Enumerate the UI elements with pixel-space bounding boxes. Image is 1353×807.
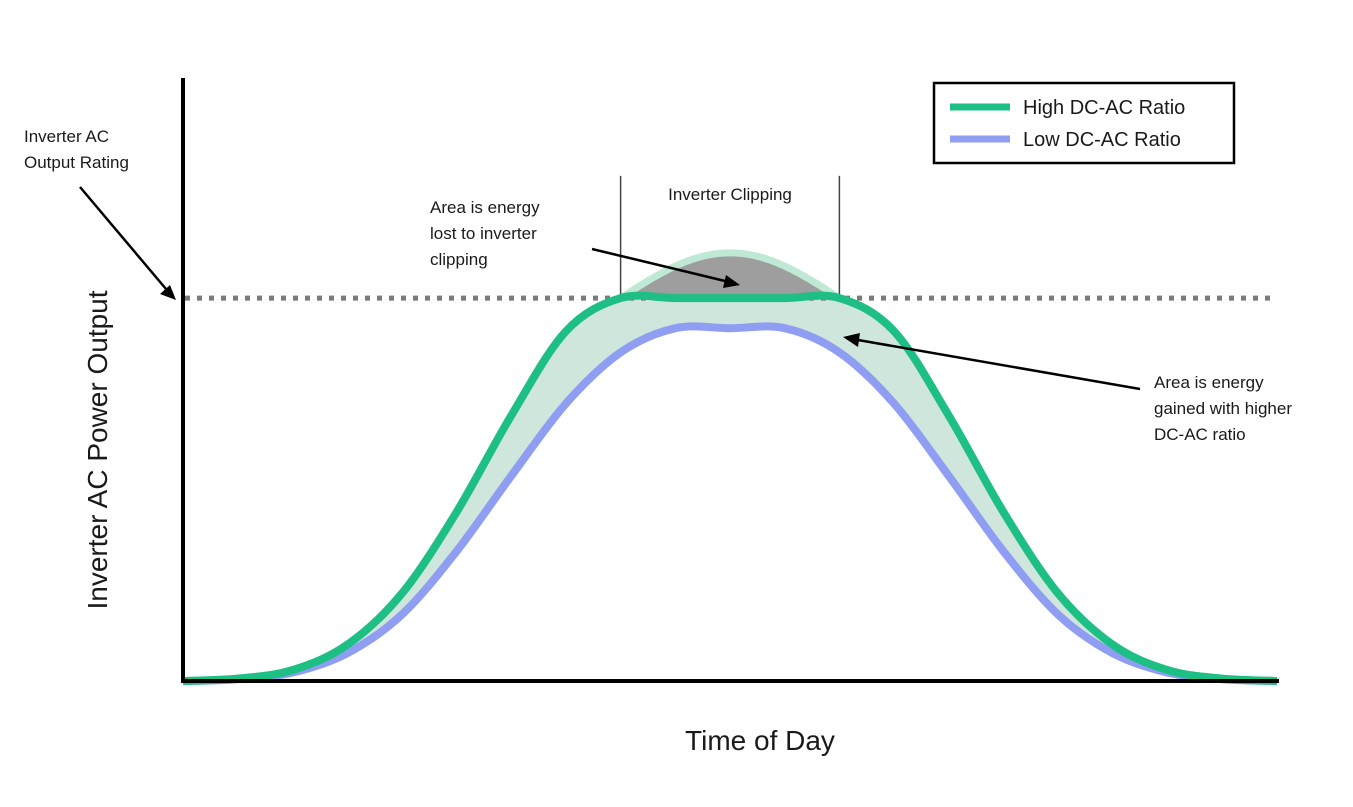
lost-arrow-head — [723, 275, 740, 288]
legend-label-high: High DC-AC Ratio — [1023, 97, 1185, 119]
clipping-label: Inverter Clipping — [668, 185, 792, 204]
legend-box — [932, 81, 1236, 165]
gained-arrow-shaft — [857, 338, 1141, 391]
lost-area — [620, 252, 840, 299]
gained-arrow-head — [843, 333, 860, 347]
y-axis-title: Inverter AC Power Output — [82, 290, 113, 609]
gained-annotation-line: gained with higher — [1154, 399, 1292, 418]
rating-annotation-line: Output Rating — [24, 153, 129, 172]
rating-arrow-shaft — [79, 186, 167, 290]
series-line-low — [182, 322, 1278, 685]
lost-arrow-shaft — [591, 247, 726, 283]
lost-annotation-line: lost to inverter — [430, 224, 537, 243]
rating-annotation: Inverter AC Output Rating — [24, 127, 129, 172]
lost-annotation: Area is energy lost to inverter clipping — [430, 198, 544, 269]
lost-annotation-line: Area is energy — [430, 198, 540, 217]
gained-annotation-line: Area is energy — [1154, 373, 1264, 392]
rating-annotation-line: Inverter AC — [24, 127, 109, 146]
gained-area — [183, 295, 1277, 681]
unclipped-peak-curve — [618, 249, 842, 302]
lost-annotation-line: clipping — [430, 250, 488, 269]
gained-annotation: Area is energy gained with higher DC-AC … — [1154, 373, 1297, 444]
series-line-high — [182, 291, 1278, 685]
gained-annotation-line: DC-AC ratio — [1154, 425, 1246, 444]
x-axis-title: Time of Day — [685, 725, 835, 756]
rating-arrow-head — [160, 285, 176, 300]
legend-label-low: Low DC-AC Ratio — [1023, 129, 1181, 151]
